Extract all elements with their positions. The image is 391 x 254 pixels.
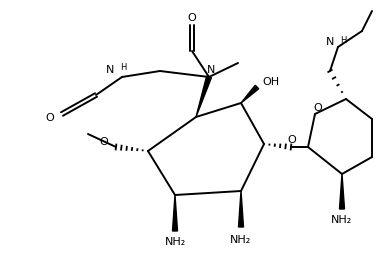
Text: H: H	[340, 35, 346, 44]
Text: NH₂: NH₂	[332, 214, 353, 224]
Text: NH₂: NH₂	[230, 234, 252, 244]
Text: O: O	[188, 13, 196, 23]
Text: OH: OH	[262, 77, 279, 87]
Text: N: N	[106, 65, 114, 75]
Text: NH₂: NH₂	[164, 236, 186, 246]
Polygon shape	[172, 195, 178, 231]
Text: O: O	[314, 103, 322, 113]
Text: O: O	[99, 136, 108, 146]
Polygon shape	[339, 174, 344, 209]
Polygon shape	[241, 86, 259, 104]
Polygon shape	[239, 191, 244, 227]
Text: O: O	[288, 134, 296, 145]
Text: O: O	[46, 113, 54, 122]
Polygon shape	[196, 77, 212, 118]
Text: N: N	[326, 37, 334, 47]
Text: N: N	[207, 65, 215, 75]
Text: H: H	[120, 63, 126, 72]
